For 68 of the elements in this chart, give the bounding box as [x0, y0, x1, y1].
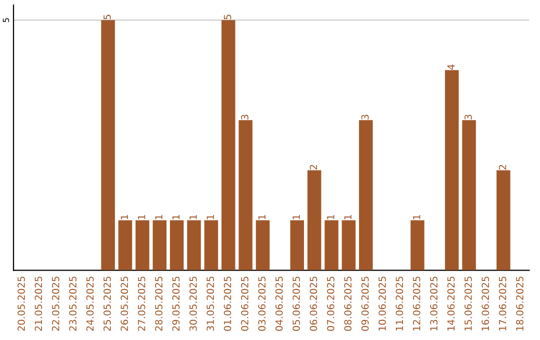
- data-label: 1: [172, 214, 180, 220]
- bar: [444, 70, 459, 270]
- bar: [256, 220, 270, 270]
- x-tick-label: 17.06.2025: [498, 276, 506, 330]
- x-tick-label: 21.05.2025: [34, 276, 42, 331]
- x-tick-label: 16.06.2025: [482, 276, 490, 330]
- x-tick-label: 24.05.2025: [86, 276, 94, 331]
- bar: [187, 220, 201, 270]
- data-label: 1: [206, 214, 214, 220]
- x-tick-label: 04.06.2025: [275, 276, 283, 331]
- x-tick-label: 12.06.2025: [412, 276, 420, 330]
- bar: [359, 120, 373, 270]
- bar: [101, 20, 115, 270]
- data-label: 1: [344, 214, 352, 220]
- bar: [410, 220, 424, 270]
- x-tick-label: 07.06.2025: [326, 276, 334, 331]
- bar: [496, 170, 510, 270]
- x-tick-label: 14.06.2025: [447, 276, 455, 330]
- x-tick-label: 25.05.2025: [104, 276, 111, 331]
- x-tick-label: 13.06.2025: [430, 276, 438, 330]
- data-label: 5: [224, 14, 232, 20]
- data-label: 1: [258, 214, 266, 220]
- x-tick-label: 09.06.2025: [361, 276, 369, 331]
- x-tick-label: 22.05.2025: [52, 276, 60, 331]
- data-label: 2: [498, 165, 506, 170]
- data-label: 3: [241, 114, 248, 120]
- data-label: 1: [190, 214, 197, 220]
- data-label: 1: [292, 214, 300, 220]
- data-label: 3: [464, 114, 472, 120]
- x-tick-label: 23.05.2025: [69, 276, 76, 331]
- x-tick-label: 15.06.2025: [464, 276, 472, 330]
- x-tick-label: 29.05.2025: [172, 276, 180, 331]
- data-label: 1: [155, 214, 162, 220]
- bar: [204, 220, 218, 270]
- data-label: 3: [361, 114, 369, 120]
- x-tick-label: 05.06.2025: [292, 276, 300, 331]
- x-tick-label: 03.06.2025: [258, 276, 266, 331]
- data-label: 1: [138, 214, 146, 220]
- x-tick-label: 06.06.2025: [310, 276, 318, 331]
- bar: [170, 220, 184, 270]
- x-tick-label: 20.05.2025: [18, 276, 25, 331]
- x-tick-label: 27.05.2025: [138, 276, 146, 331]
- bar: [307, 170, 322, 270]
- data-label: 1: [413, 214, 420, 220]
- x-tick-label: 31.05.2025: [206, 276, 214, 331]
- data-label: 1: [120, 214, 128, 220]
- x-tick-label: 28.05.2025: [155, 276, 162, 331]
- bar: [222, 20, 236, 270]
- x-tick-label: 18.06.2025: [516, 276, 524, 330]
- x-tick-label: 01.06.2025: [224, 276, 232, 331]
- x-tick-label: 02.06.2025: [241, 276, 248, 331]
- bar: [462, 120, 476, 270]
- x-tick-label: 26.05.2025: [120, 276, 128, 331]
- data-label: 5: [104, 14, 111, 20]
- data-label: 1: [327, 214, 334, 220]
- data-label: 4: [447, 64, 455, 70]
- bar: [238, 120, 252, 270]
- bar: [290, 220, 304, 270]
- bar: [136, 220, 150, 270]
- data-label: 2: [310, 165, 318, 170]
- x-tick-label: 11.06.2025: [396, 276, 404, 330]
- x-tick-label: 30.05.2025: [189, 276, 197, 331]
- bar: [324, 220, 338, 270]
- bar: [118, 220, 132, 270]
- bar: [152, 220, 166, 270]
- bar: [342, 220, 356, 270]
- x-tick-label: 10.06.2025: [378, 276, 386, 330]
- x-tick-label: 08.06.2025: [344, 276, 352, 331]
